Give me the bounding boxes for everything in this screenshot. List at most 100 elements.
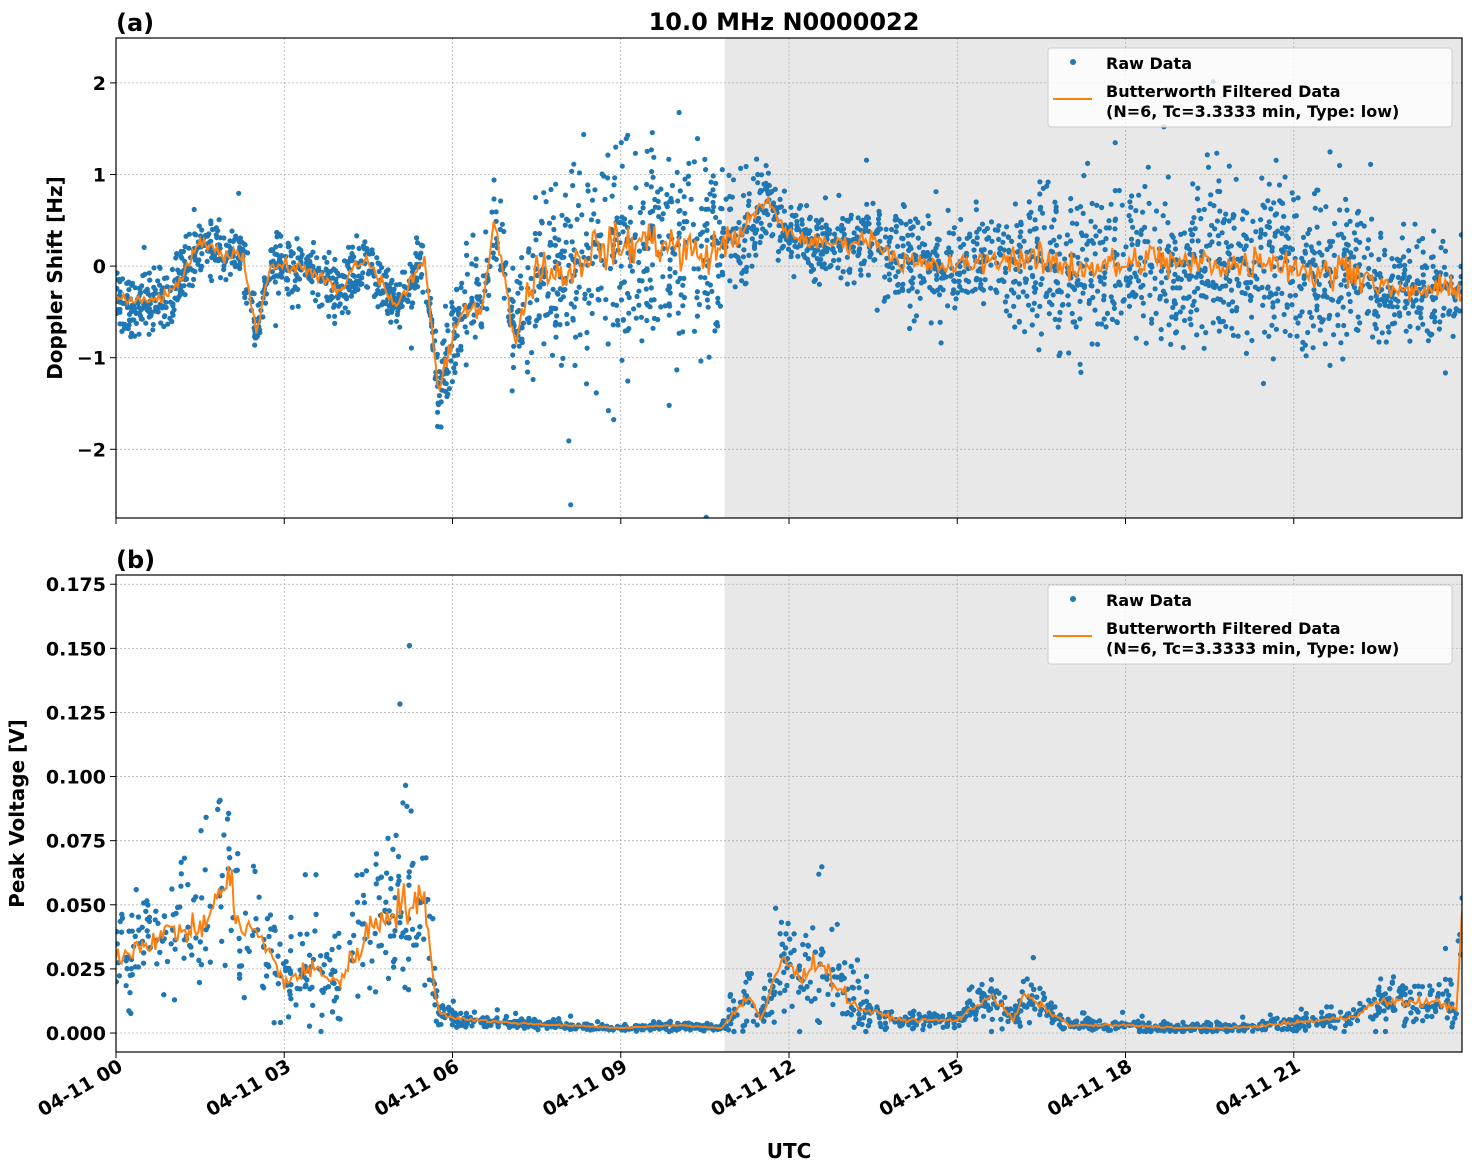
raw-data-point — [755, 180, 760, 185]
raw-data-point — [328, 297, 333, 302]
raw-data-point — [938, 320, 943, 325]
raw-data-point — [324, 260, 329, 265]
raw-data-point — [957, 264, 962, 269]
raw-data-point — [919, 280, 924, 285]
raw-data-point — [510, 266, 515, 271]
raw-data-point — [1147, 201, 1152, 206]
raw-data-point — [957, 284, 962, 289]
raw-data-point — [1443, 249, 1448, 254]
raw-data-point — [651, 175, 656, 180]
x-tick-label: 04-11 06 — [371, 1055, 463, 1121]
y-tick-label: 0.050 — [46, 895, 106, 917]
raw-data-point — [1439, 245, 1444, 250]
raw-data-point — [1054, 279, 1059, 284]
raw-data-point — [1181, 345, 1186, 350]
raw-data-point — [357, 246, 362, 251]
raw-data-point — [1033, 217, 1038, 222]
raw-data-point — [304, 932, 309, 937]
raw-data-point — [1312, 250, 1317, 255]
raw-data-point — [613, 145, 618, 150]
raw-data-point — [1451, 313, 1456, 318]
raw-data-point — [1062, 256, 1067, 261]
raw-data-point — [1087, 301, 1092, 306]
raw-data-point — [901, 243, 906, 248]
raw-data-point — [1113, 140, 1118, 145]
raw-data-point — [628, 220, 633, 225]
raw-data-point — [792, 244, 797, 249]
chart-title: 10.0 MHz N0000022 — [649, 8, 920, 36]
raw-data-point — [998, 246, 1003, 251]
raw-data-point — [1311, 345, 1316, 350]
raw-data-point — [1343, 197, 1348, 202]
raw-data-point — [965, 290, 970, 295]
raw-data-point — [677, 331, 682, 336]
y-axis-label: Doppler Shift [Hz] — [43, 176, 67, 380]
raw-data-point — [817, 282, 822, 287]
raw-data-point — [1207, 232, 1212, 237]
raw-data-point — [1217, 329, 1222, 334]
raw-data-point — [1077, 316, 1082, 321]
raw-data-point — [1392, 312, 1397, 317]
raw-data-point — [1128, 218, 1133, 223]
raw-data-point — [293, 284, 298, 289]
raw-data-point — [1344, 208, 1349, 213]
raw-data-point — [502, 296, 507, 301]
raw-data-point — [1057, 317, 1062, 322]
raw-data-point — [1182, 318, 1187, 323]
raw-data-point — [568, 224, 573, 229]
raw-data-point — [1037, 986, 1042, 991]
raw-data-point — [1342, 247, 1347, 252]
raw-data-point — [668, 196, 673, 201]
raw-data-point — [118, 300, 123, 305]
raw-data-point — [844, 218, 849, 223]
raw-data-point — [894, 224, 899, 229]
raw-data-point — [164, 305, 169, 310]
raw-data-point — [1244, 351, 1249, 356]
raw-data-point — [294, 236, 299, 241]
raw-data-point — [445, 371, 450, 376]
raw-data-point — [464, 253, 469, 258]
raw-data-point — [1009, 239, 1014, 244]
raw-data-point — [747, 191, 752, 196]
raw-data-point — [560, 356, 565, 361]
raw-data-point — [548, 187, 553, 192]
raw-data-point — [215, 228, 220, 233]
raw-data-point — [870, 201, 875, 206]
raw-data-point — [705, 281, 710, 286]
raw-data-point — [1109, 202, 1114, 207]
raw-data-point — [1313, 206, 1318, 211]
raw-data-point — [838, 275, 843, 280]
raw-data-point — [519, 286, 524, 291]
raw-data-point — [1338, 340, 1343, 345]
raw-data-point — [733, 253, 738, 258]
raw-data-point — [592, 187, 597, 192]
raw-data-point — [944, 274, 949, 279]
raw-data-point — [664, 192, 669, 197]
raw-data-point — [752, 246, 757, 251]
raw-data-point — [678, 188, 683, 193]
raw-data-point — [1355, 290, 1360, 295]
raw-data-point — [895, 244, 900, 249]
raw-data-point — [1037, 304, 1042, 309]
raw-data-point — [304, 977, 309, 982]
raw-data-point — [1314, 296, 1319, 301]
raw-data-point — [648, 277, 653, 282]
raw-data-point — [910, 281, 915, 286]
raw-data-point — [852, 280, 857, 285]
raw-data-point — [1216, 178, 1221, 183]
raw-data-point — [689, 197, 694, 202]
raw-data-point — [561, 294, 566, 299]
raw-data-point — [170, 310, 175, 315]
raw-data-point — [1112, 226, 1117, 231]
raw-data-point — [1396, 263, 1401, 268]
y-tick-label: 0.075 — [46, 831, 106, 853]
raw-data-point — [713, 181, 718, 186]
raw-data-point — [388, 876, 393, 881]
raw-data-point — [252, 343, 257, 348]
raw-data-point — [619, 264, 624, 269]
raw-data-point — [1231, 212, 1236, 217]
raw-data-point — [611, 182, 616, 187]
raw-data-point — [1043, 294, 1048, 299]
raw-data-point — [946, 208, 951, 213]
raw-data-point — [1229, 243, 1234, 248]
